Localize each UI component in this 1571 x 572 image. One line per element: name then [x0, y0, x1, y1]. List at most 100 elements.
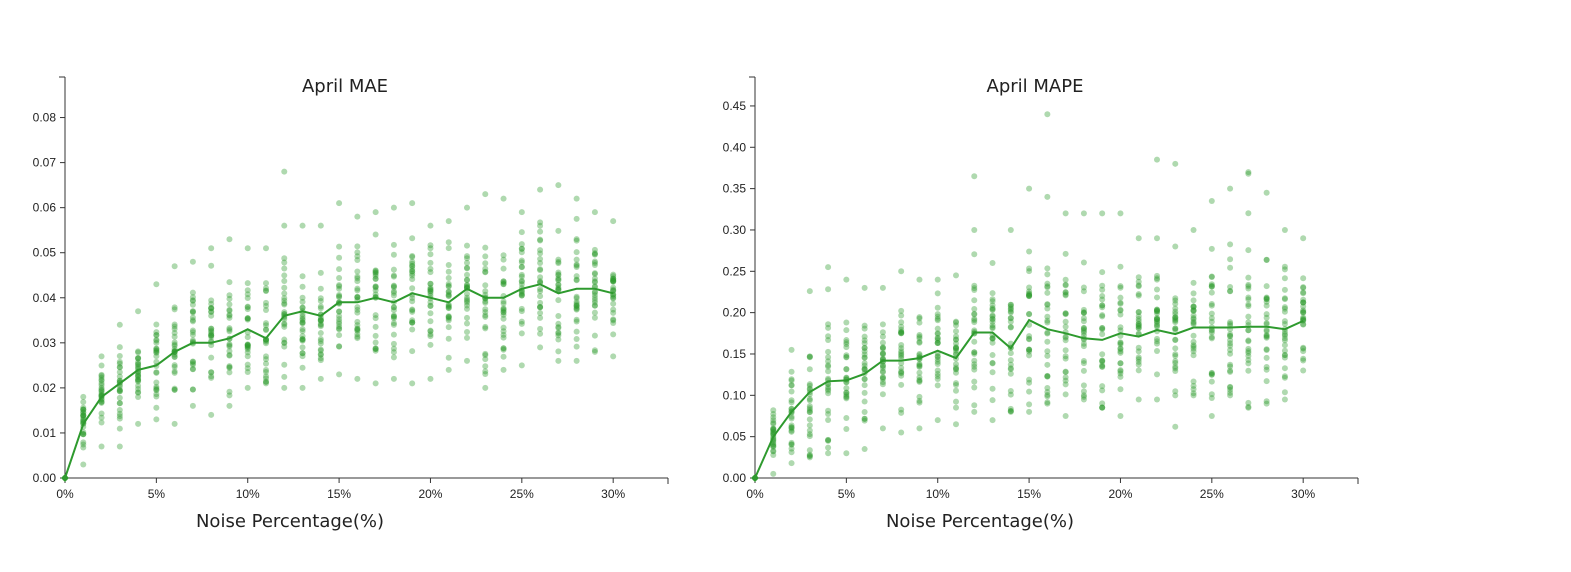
data-point: [299, 320, 306, 327]
data-point: [135, 370, 142, 377]
data-point: [244, 287, 251, 294]
data-point: [281, 321, 288, 328]
data-point: [1190, 307, 1197, 314]
data-point: [427, 341, 434, 348]
data-point: [1208, 273, 1215, 280]
data-point: [770, 425, 777, 432]
data-point: [354, 322, 361, 329]
data-point: [445, 301, 452, 308]
data-point: [336, 332, 343, 339]
data-point: [934, 353, 941, 360]
data-point: [591, 270, 598, 277]
data-point: [971, 357, 978, 364]
data-point: [989, 325, 996, 332]
data-point: [135, 376, 142, 383]
data-point: [1117, 263, 1124, 270]
data-point: [989, 306, 996, 313]
data-point: [1300, 355, 1307, 362]
data-point: [500, 300, 507, 307]
data-point: [1099, 293, 1106, 300]
outlier-point: [1172, 423, 1179, 430]
mean-line: [754, 318, 1304, 479]
data-point: [226, 352, 233, 359]
data-point: [317, 322, 324, 329]
data-point: [390, 241, 397, 248]
data-point: [934, 337, 941, 344]
data-point: [518, 264, 525, 271]
data-point: [1135, 282, 1142, 289]
data-point: [354, 243, 361, 250]
data-point: [879, 374, 886, 381]
y-tick-label: 0.10: [723, 388, 747, 402]
data-point: [934, 382, 941, 389]
data-point: [1172, 351, 1179, 358]
data-point: [153, 347, 160, 354]
data-point: [591, 246, 598, 253]
data-point: [372, 267, 379, 274]
data-point: [1263, 256, 1270, 263]
data-point: [372, 332, 379, 339]
data-point: [1135, 344, 1142, 351]
data-point: [916, 374, 923, 381]
data-point: [317, 298, 324, 305]
data-point: [281, 301, 288, 308]
data-point: [1172, 315, 1179, 322]
data-point: [1172, 353, 1179, 360]
data-point: [1099, 357, 1106, 364]
data-point: [1281, 320, 1288, 327]
data-point: [518, 362, 525, 369]
data-point: [244, 315, 251, 322]
data-point: [317, 316, 324, 323]
data-point: [971, 361, 978, 368]
data-point: [1190, 378, 1197, 385]
data-point: [518, 281, 525, 288]
data-point: [1117, 367, 1124, 374]
data-point: [518, 241, 525, 248]
x-tick-label: 10%: [926, 487, 950, 501]
data-point: [80, 412, 87, 419]
data-point: [390, 312, 397, 319]
data-point: [1245, 327, 1252, 334]
data-point: [153, 336, 160, 343]
data-point: [427, 280, 434, 287]
data-point: [573, 357, 580, 364]
data-point: [591, 292, 598, 299]
data-point: [1208, 378, 1215, 385]
data-point: [354, 257, 361, 264]
data-point: [208, 369, 215, 376]
data-point: [1135, 321, 1142, 328]
data-point: [244, 384, 251, 391]
data-point: [244, 291, 251, 298]
data-point: [500, 279, 507, 286]
data-point: [116, 394, 123, 401]
data-point: [445, 282, 452, 289]
data-point: [879, 362, 886, 369]
data-point: [1263, 298, 1270, 305]
data-point: [153, 281, 160, 288]
data-point: [244, 306, 251, 313]
data-point: [317, 355, 324, 362]
data-point: [989, 316, 996, 323]
y-tick-label: 0.05: [723, 430, 747, 444]
data-point: [1026, 311, 1033, 318]
data-point: [1172, 308, 1179, 315]
y-tick-label: 0.00: [723, 471, 747, 485]
data-point: [953, 328, 959, 335]
data-point: [555, 227, 562, 234]
data-point: [482, 244, 489, 251]
data-point: [208, 308, 215, 315]
data-point: [1245, 296, 1252, 303]
y-tick-label: 0.35: [723, 182, 747, 196]
data-point: [806, 395, 813, 402]
data-point: [208, 332, 215, 339]
data-point: [537, 304, 544, 311]
data-point: [610, 218, 617, 225]
data-point: [226, 392, 233, 399]
data-point: [770, 441, 777, 448]
data-point: [1062, 310, 1069, 317]
data-point: [573, 302, 580, 309]
data-point: [1007, 306, 1014, 313]
data-point: [916, 369, 923, 376]
data-point: [1099, 358, 1106, 365]
data-point: [409, 308, 416, 315]
